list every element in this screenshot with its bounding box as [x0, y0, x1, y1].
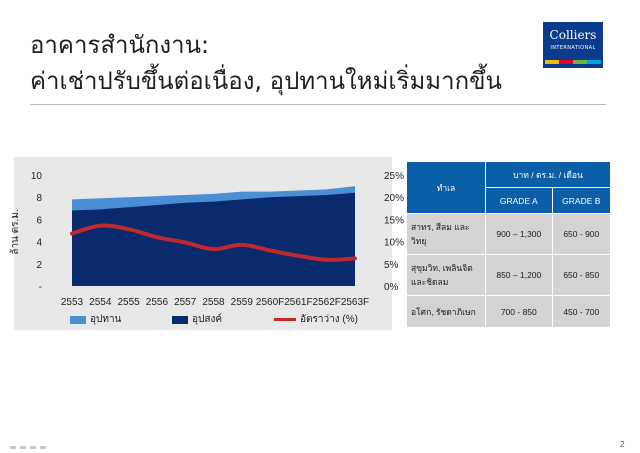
logo-stripe [545, 60, 559, 64]
y-axis-tick-label: 8 [36, 193, 42, 204]
header-grade-a: GRADE A [485, 187, 553, 214]
y2-axis-tick-label: 10% [384, 238, 404, 249]
y2-axis-tick-label: 20% [384, 193, 404, 204]
vacancy-rate-line [70, 223, 357, 262]
y-axis-tick-label: 6 [36, 215, 42, 226]
y2-axis-tick-label: 5% [384, 260, 399, 271]
y-axis-tick-label: 10 [31, 171, 43, 182]
row-location: สาทร, สีลม และ วิทยุ [406, 213, 486, 255]
legend-vacancy-swatch [274, 318, 296, 321]
logo-name: Colliers [549, 28, 597, 42]
x-axis-tick-label: 2559 [231, 297, 254, 308]
demand-area [72, 192, 355, 286]
row-grade-b: 450 - 700 [551, 295, 612, 328]
header-location: ทำเล [406, 161, 486, 214]
x-axis-tick-label: 2555 [117, 297, 140, 308]
y2-axis-tick-label: 15% [384, 215, 404, 226]
footer-dots [10, 446, 50, 449]
logo-stripe [559, 60, 573, 64]
slide-title-line2: ค่าเช่าปรับขึ้นต่อเนื่อง, อุปทานใหม่เริ่… [30, 67, 502, 95]
x-axis-tick-label: 2554 [89, 297, 112, 308]
y2-axis-tick-label: 25% [384, 171, 404, 182]
row-location: สุขุมวิท, เพลินจิต และชิดลม [406, 254, 486, 296]
header-grade-b: GRADE B [551, 187, 612, 214]
legend-supply: อุปทาน [70, 312, 121, 327]
row-grade-b: 650 - 900 [551, 213, 612, 255]
x-axis-tick-label: 2562F [313, 297, 341, 308]
x-axis-tick-label: 2560F [256, 297, 284, 308]
legend-supply-swatch [70, 315, 86, 324]
table-row: อโศก, รัชดาภิเษก 700 - 850 450 - 700 [406, 295, 612, 328]
logo-stripe [573, 60, 587, 64]
rent-table: ทำเล บาท / ตร.ม. / เดือน GRADE A GRADE B… [406, 161, 612, 328]
legend-supply-label: อุปทาน [90, 314, 122, 325]
x-axis-tick-label: 2557 [174, 297, 197, 308]
x-axis-tick-label: 2561F [284, 297, 312, 308]
x-axis-tick-label: 2563F [341, 297, 369, 308]
legend-demand: อุปสงค์ [172, 312, 222, 327]
logo-stripes [545, 60, 601, 64]
title-divider [30, 104, 606, 105]
logo-stripe [587, 60, 601, 64]
legend-vacancy: อัตราว่าง (%) [274, 312, 358, 327]
legend-demand-swatch [172, 315, 188, 324]
row-grade-a: 900 – 1,300 [485, 213, 553, 255]
y-axis-tick-label: - [39, 282, 42, 293]
x-axis-tick-label: 2556 [146, 297, 169, 308]
x-axis-tick-label: 2553 [61, 297, 84, 308]
y-axis-tick-label: 2 [36, 260, 42, 271]
legend-demand-label: อุปสงค์ [192, 314, 223, 325]
row-grade-a: 850 – 1,200 [485, 254, 553, 296]
legend-vacancy-label: อัตราว่าง (%) [300, 314, 358, 325]
x-axis-tick-label: 2558 [202, 297, 225, 308]
row-grade-a: 700 - 850 [485, 295, 553, 328]
logo-subtitle: INTERNATIONAL [550, 45, 596, 51]
y-axis-title: ล้าน ตร.ม. [9, 209, 21, 254]
slide-title-line1: อาคารสำนักงาน: [30, 31, 210, 59]
page-number: 2 [620, 440, 625, 449]
table-row: สุขุมวิท, เพลินจิต และชิดลม 850 – 1,200 … [406, 254, 612, 296]
row-location: อโศก, รัชดาภิเษก [406, 295, 486, 328]
header-unit: บาท / ตร.ม. / เดือน [485, 161, 611, 188]
table-row: สาทร, สีลม และ วิทยุ 900 – 1,300 650 - 9… [406, 213, 612, 255]
colliers-logo: Colliers INTERNATIONAL [543, 22, 603, 68]
y2-axis-tick-label: 0% [384, 282, 399, 293]
y-axis-tick-label: 4 [36, 238, 42, 249]
row-grade-b: 650 - 850 [551, 254, 612, 296]
